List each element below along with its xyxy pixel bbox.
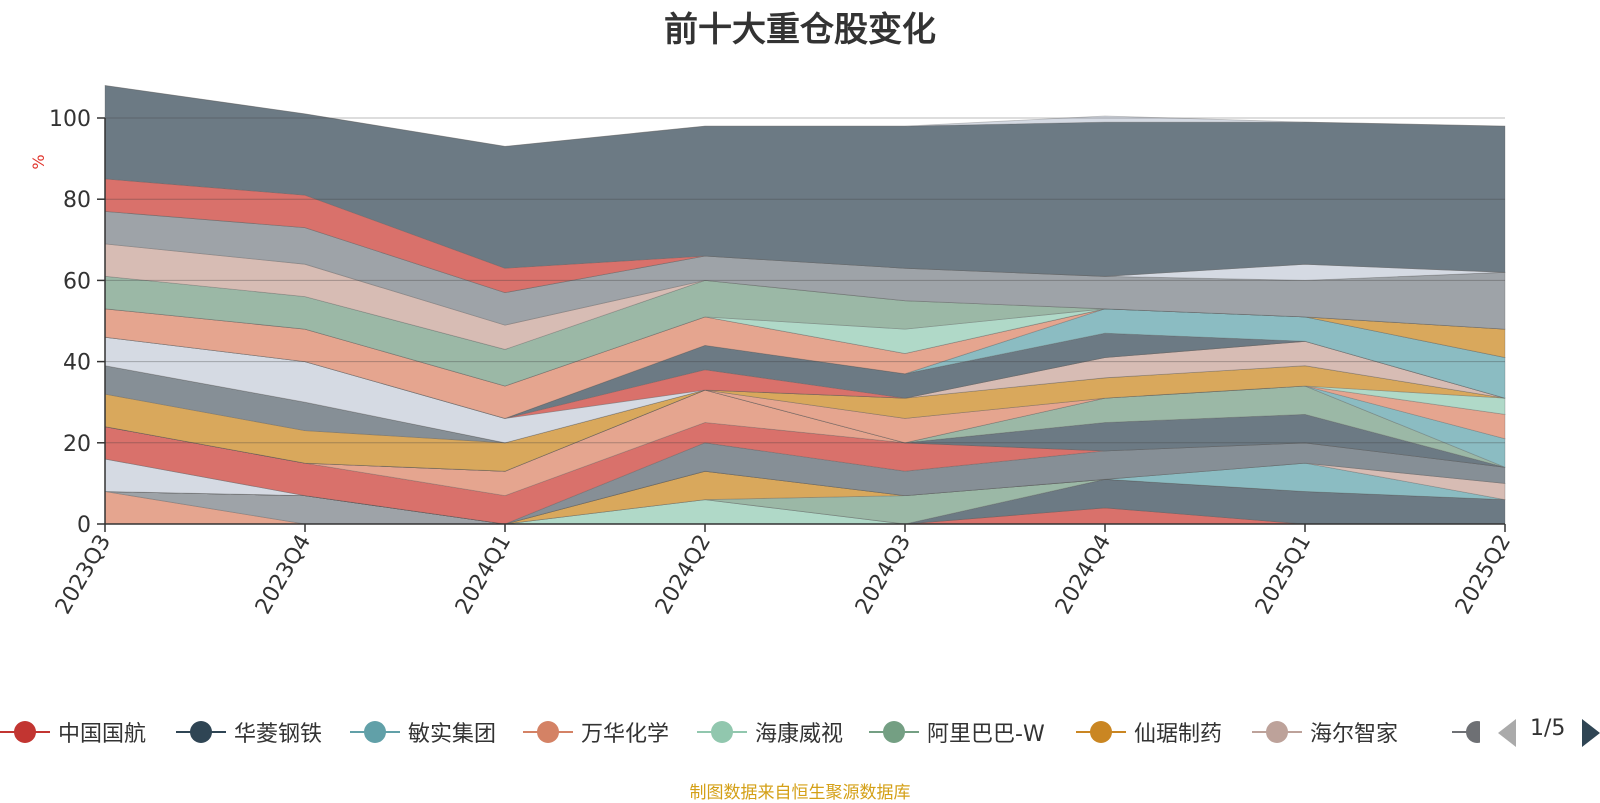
legend: 中国国航 华菱钢铁 敏实集团 万华化学 海康威视 阿里巴巴-W 仙琚制药 海尔智家 1/5 bbox=[0, 714, 1600, 750]
y-tick-label-60: 60 bbox=[63, 269, 91, 294]
legend-item-5[interactable]: 阿里巴巴-W bbox=[869, 714, 1045, 750]
legend-marker-icon bbox=[176, 714, 226, 750]
legend-marker-icon bbox=[0, 714, 50, 750]
y-tick-label-100: 100 bbox=[49, 107, 91, 132]
legend-label: 阿里巴巴-W bbox=[927, 722, 1045, 747]
legend-marker-icon bbox=[350, 714, 400, 750]
area-series-26 bbox=[104, 308, 1506, 387]
x-tick-label-2025Q1: 2025Q1 bbox=[1251, 531, 1316, 619]
y-tick-label-0: 0 bbox=[77, 513, 91, 538]
y-axis-unit-label: % bbox=[29, 154, 48, 169]
legend-label: 华菱钢铁 bbox=[234, 722, 323, 747]
legend-marker-icon bbox=[1076, 714, 1126, 750]
legend-label: 仙琚制药 bbox=[1134, 722, 1223, 747]
legend-item-1[interactable]: 华菱钢铁 bbox=[176, 714, 322, 750]
source-note: 制图数据来自恒生聚源数据库 bbox=[689, 783, 911, 803]
legend-item-7[interactable]: 海尔智家 bbox=[1252, 714, 1398, 750]
chart-title: 前十大重仓股变化 bbox=[664, 10, 936, 50]
area-series-33 bbox=[104, 85, 1506, 277]
x-tick-label-2024Q4: 2024Q4 bbox=[1051, 531, 1116, 619]
y-tick-label-20: 20 bbox=[63, 432, 91, 457]
legend-next-page-icon[interactable] bbox=[1582, 719, 1600, 747]
legend-label: 海康威视 bbox=[755, 722, 844, 747]
legend-marker-icon bbox=[869, 714, 919, 750]
area-series-34 bbox=[104, 85, 1506, 147]
x-tick-label-2025Q2: 2025Q2 bbox=[1451, 531, 1516, 619]
legend-item-2[interactable]: 敏实集团 bbox=[350, 714, 496, 750]
legend-label: 万华化学 bbox=[581, 722, 670, 747]
x-tick-label-2024Q3: 2024Q3 bbox=[851, 531, 916, 619]
legend-label: 敏实集团 bbox=[408, 722, 497, 747]
x-tick-label-2024Q1: 2024Q1 bbox=[451, 531, 516, 619]
legend-label: 中国国航 bbox=[58, 722, 147, 747]
legend-item-3[interactable]: 万华化学 bbox=[523, 714, 669, 750]
x-tick-label-2023Q3: 2023Q3 bbox=[51, 531, 116, 619]
area-series-30 bbox=[104, 210, 1506, 330]
y-tick-label-40: 40 bbox=[63, 351, 91, 376]
area-series-25 bbox=[104, 308, 1506, 419]
legend-item-4[interactable]: 海康威视 bbox=[697, 714, 843, 750]
y-tick-label-80: 80 bbox=[63, 188, 91, 213]
legend-marker-icon bbox=[697, 714, 747, 750]
legend-item-0[interactable]: 中国国航 bbox=[0, 714, 146, 750]
legend-page-indicator: 1/5 bbox=[1530, 716, 1566, 741]
x-tick-label-2023Q4: 2023Q4 bbox=[251, 531, 316, 619]
legend-marker-icon bbox=[1252, 714, 1302, 750]
legend-item-partial[interactable] bbox=[1452, 714, 1480, 750]
legend-item-6[interactable]: 仙琚制药 bbox=[1076, 714, 1222, 750]
area-series-21 bbox=[104, 336, 1506, 444]
x-tick-label-2024Q2: 2024Q2 bbox=[651, 531, 716, 619]
legend-prev-page-icon[interactable] bbox=[1498, 719, 1516, 747]
area-layer bbox=[104, 85, 1506, 525]
stacked-area-chart: 0 20 40 60 80 100 2023Q3 2023Q4 2024Q1 2024Q2 2024… bbox=[29, 85, 1516, 619]
legend-label: 海尔智家 bbox=[1310, 722, 1399, 747]
legend-marker-icon bbox=[523, 714, 573, 750]
